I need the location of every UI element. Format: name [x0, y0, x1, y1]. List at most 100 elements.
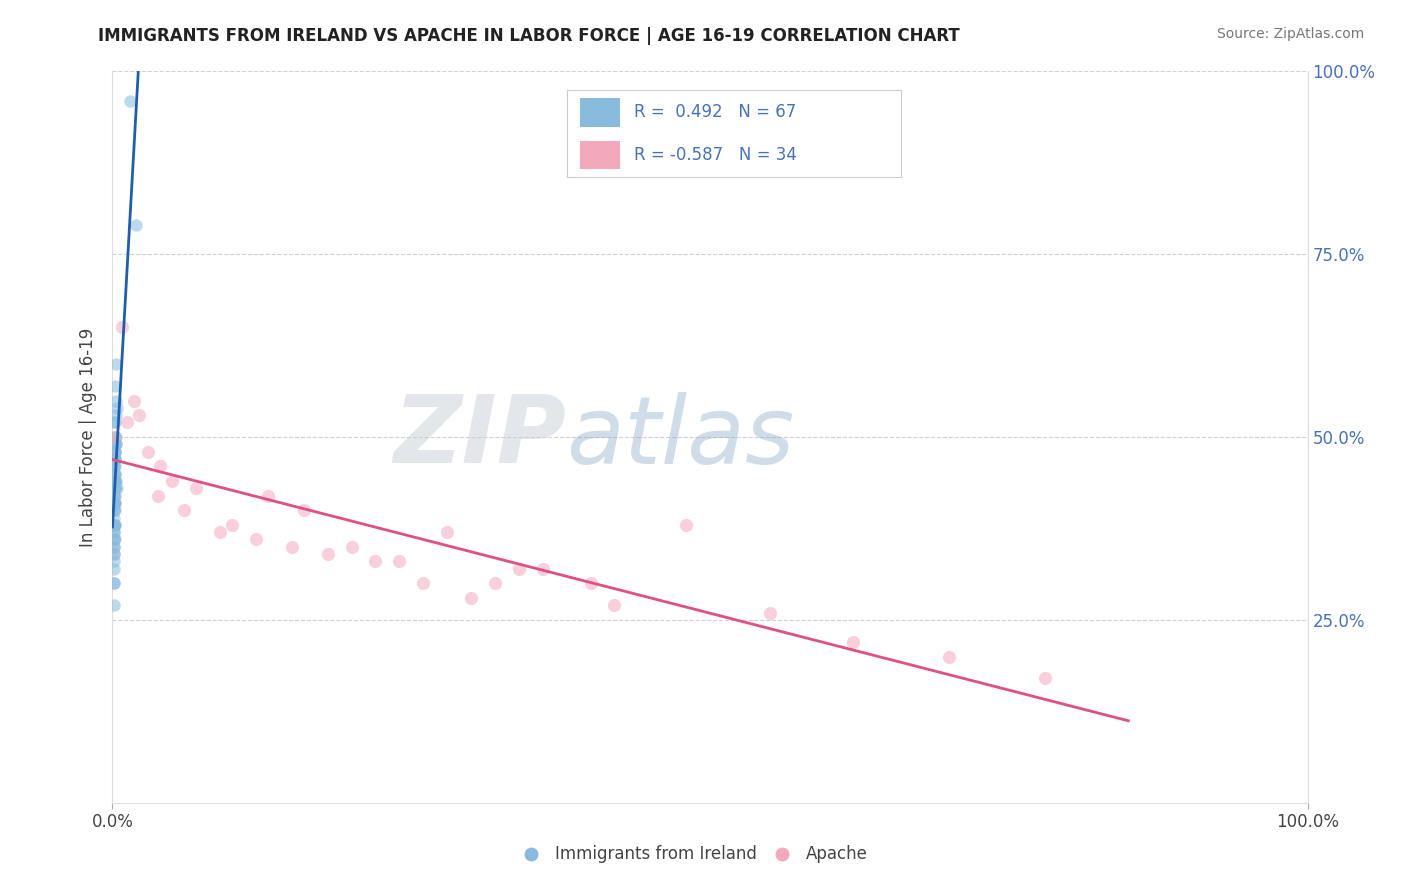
Point [105, 481, 128, 495]
Point [104, 444, 127, 458]
Point [104, 481, 127, 495]
Point [115, 416, 138, 430]
Point [257, 489, 280, 503]
Point [103, 517, 125, 532]
Point [104, 430, 127, 444]
Point [579, 576, 602, 591]
Point [103, 467, 125, 481]
Point [103, 416, 125, 430]
Point [103, 459, 125, 474]
Point [103, 474, 125, 488]
Point [105, 357, 128, 371]
Point [125, 218, 148, 232]
Point [104, 517, 127, 532]
Point [103, 576, 125, 591]
Point [104, 496, 127, 510]
Point [281, 540, 304, 554]
Point [412, 576, 434, 591]
Point [104, 481, 127, 495]
Text: atlas: atlas [567, 392, 794, 483]
Point [245, 533, 267, 547]
Point [104, 416, 127, 430]
Point [104, 481, 127, 495]
Point [104, 467, 127, 481]
Point [364, 554, 387, 568]
Point [105, 401, 128, 415]
Point [104, 452, 127, 467]
Point [103, 496, 125, 510]
Point [104, 517, 127, 532]
Point [103, 576, 125, 591]
Point [103, 430, 125, 444]
Point [675, 517, 697, 532]
Point [105, 408, 128, 422]
Point [105, 430, 128, 444]
Point [103, 489, 125, 503]
Point [104, 474, 127, 488]
Point [104, 379, 127, 393]
Point [209, 525, 232, 540]
Point [316, 547, 339, 561]
Point [104, 474, 127, 488]
Point [103, 496, 125, 510]
Point [104, 474, 127, 488]
Point [103, 459, 125, 474]
Point [173, 503, 195, 517]
Point [138, 444, 160, 458]
Point [162, 474, 183, 488]
Point [105, 474, 128, 488]
Point [149, 459, 172, 474]
Y-axis label: In Labor Force | Age 16-19: In Labor Force | Age 16-19 [79, 327, 97, 547]
Point [146, 489, 169, 503]
Point [104, 533, 127, 547]
Point [103, 503, 125, 517]
Point [104, 452, 127, 467]
Point [531, 562, 554, 576]
Point [104, 444, 127, 458]
Point [388, 554, 411, 568]
Text: Immigrants from Ireland: Immigrants from Ireland [554, 845, 756, 863]
Point [603, 599, 626, 613]
Point [221, 517, 243, 532]
Point [120, 94, 142, 108]
Point [842, 635, 865, 649]
Point [103, 547, 125, 561]
Point [103, 489, 125, 503]
Point [103, 510, 125, 524]
Point [104, 496, 127, 510]
Point [103, 547, 125, 561]
Point [104, 459, 127, 474]
Point [103, 540, 125, 554]
Point [484, 576, 506, 591]
Point [104, 489, 127, 503]
Point [186, 481, 208, 495]
Point [436, 525, 458, 540]
Point [103, 496, 125, 510]
Point [105, 393, 128, 408]
Point [759, 606, 782, 620]
Point [1033, 672, 1056, 686]
Text: Apache: Apache [806, 845, 868, 863]
Point [103, 599, 125, 613]
Point [938, 649, 960, 664]
Text: IMMIGRANTS FROM IRELAND VS APACHE IN LABOR FORCE | AGE 16-19 CORRELATION CHART: IMMIGRANTS FROM IRELAND VS APACHE IN LAB… [98, 27, 960, 45]
Point [103, 517, 125, 532]
Point [103, 533, 125, 547]
Point [508, 562, 530, 576]
Point [111, 320, 134, 334]
Point [103, 525, 125, 540]
Point [103, 554, 125, 568]
Point [292, 503, 315, 517]
Point [103, 503, 125, 517]
Point [104, 467, 127, 481]
Point [122, 393, 145, 408]
Point [103, 496, 125, 510]
Text: Source: ZipAtlas.com: Source: ZipAtlas.com [1216, 27, 1364, 41]
Point [104, 452, 127, 467]
Point [104, 437, 127, 451]
Text: ZIP: ZIP [394, 391, 567, 483]
Point [105, 437, 128, 451]
Point [340, 540, 363, 554]
Point [103, 533, 125, 547]
Point [103, 525, 125, 540]
